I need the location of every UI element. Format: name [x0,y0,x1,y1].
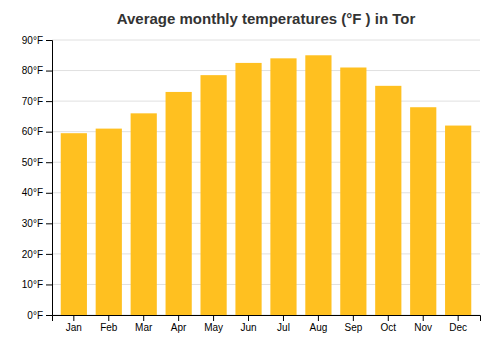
x-tick-label: Dec [449,322,467,333]
x-tick: Jul [277,315,290,333]
bars [61,55,472,315]
x-tick: Jan [66,315,82,333]
y-tick: 70°F [22,96,52,107]
y-tick-label: 0°F [27,310,43,321]
x-tick-mark [388,315,389,321]
x-tick-mark [213,315,214,321]
y-tick-mark [46,101,52,102]
x-tick-label: Jan [66,322,82,333]
x-tick-label: Jul [277,322,290,333]
y-tick-label: 50°F [22,157,43,168]
bar [270,58,296,315]
y-tick-label: 60°F [22,126,43,137]
bar [61,133,87,315]
bar [340,68,366,316]
y-axis-line [46,41,53,316]
x-tick-mark [108,315,109,321]
y-tick-mark [46,40,52,41]
y-tick-mark [46,254,52,255]
x-tick-label: Mar [135,322,153,333]
chart-container: 0°F 10°F 20°F 30°F 40°F 50°F 60°F 70°F 80°F 90°F J… [0,0,500,350]
y-tick-mark [46,162,52,163]
x-tick: Sep [344,315,362,333]
x-tick-mark [143,315,144,321]
x-tick-mark [353,315,354,321]
y-tick-label: 20°F [22,249,43,260]
y-tick-label: 40°F [22,187,43,198]
x-tick-mark [318,315,319,321]
x-tick: Dec [449,315,467,333]
bar [131,113,157,315]
x-tick-label: Aug [310,322,328,333]
x-tick-label: Oct [381,322,397,333]
bar [410,107,436,315]
x-axis-line [53,316,481,322]
x-tick-mark [423,315,424,321]
x-tick-mark [178,315,179,321]
y-tick-label: 90°F [22,35,43,46]
y-tick-label: 70°F [22,96,43,107]
y-tick-mark [46,284,52,285]
y-tick-label: 80°F [22,65,43,76]
x-tick-mark [283,315,284,321]
x-tick: Mar [135,315,153,333]
y-tick: 90°F [22,35,52,46]
y-tick: 80°F [22,65,52,76]
x-tick-mark [248,315,249,321]
x-tick: Jun [240,315,256,333]
bar [445,126,471,315]
y-tick: 10°F [22,279,52,290]
y-tick-label: 30°F [22,218,43,229]
grid-line [52,70,480,71]
bar [166,92,192,315]
x-tick: Aug [310,315,328,333]
x-tick-label: May [204,322,223,333]
x-tick: Apr [171,315,187,333]
grid-line [52,101,480,102]
grid [52,40,480,315]
y-tick: 20°F [22,249,52,260]
y-axis: 0°F 10°F 20°F 30°F 40°F 50°F 60°F 70°F 80°F 90°F [22,35,53,321]
y-tick: 50°F [22,157,52,168]
y-tick: 40°F [22,187,52,198]
x-tick-mark [73,315,74,321]
x-tick-label: Nov [414,322,432,333]
y-tick: 60°F [22,126,52,137]
bar [235,63,261,315]
title: Average monthly temperatures (°F ) in To… [117,10,416,27]
x-tick: Nov [414,315,432,333]
x-tick-label: Apr [171,322,187,333]
x-tick: May [204,315,223,333]
bar [96,129,122,315]
x-tick-label: Feb [100,322,118,333]
y-tick: 0°F [27,310,52,321]
y-tick-mark [46,71,52,72]
chart-svg: 0°F 10°F 20°F 30°F 40°F 50°F 60°F 70°F 80°F 90°F J… [0,0,500,350]
x-tick: Feb [100,315,118,333]
y-tick: 30°F [22,218,52,229]
x-tick: Oct [381,315,397,333]
y-tick-mark [46,132,52,133]
x-tick-label: Sep [344,322,362,333]
plot: 0°F 10°F 20°F 30°F 40°F 50°F 60°F 70°F 80°F 90°F J… [22,35,481,333]
bar [305,55,331,315]
x-tick-mark [458,315,459,321]
y-tick-label: 10°F [22,279,43,290]
grid-line [52,40,480,41]
bar [375,86,401,315]
y-tick-mark [46,315,52,316]
y-tick-mark [46,223,52,224]
bar [200,75,226,315]
x-tick-label: Jun [240,322,256,333]
x-axis: Jan Feb Mar Apr May Jun Jul Aug Sep Oct Nov Dec [53,315,481,333]
y-tick-mark [46,193,52,194]
